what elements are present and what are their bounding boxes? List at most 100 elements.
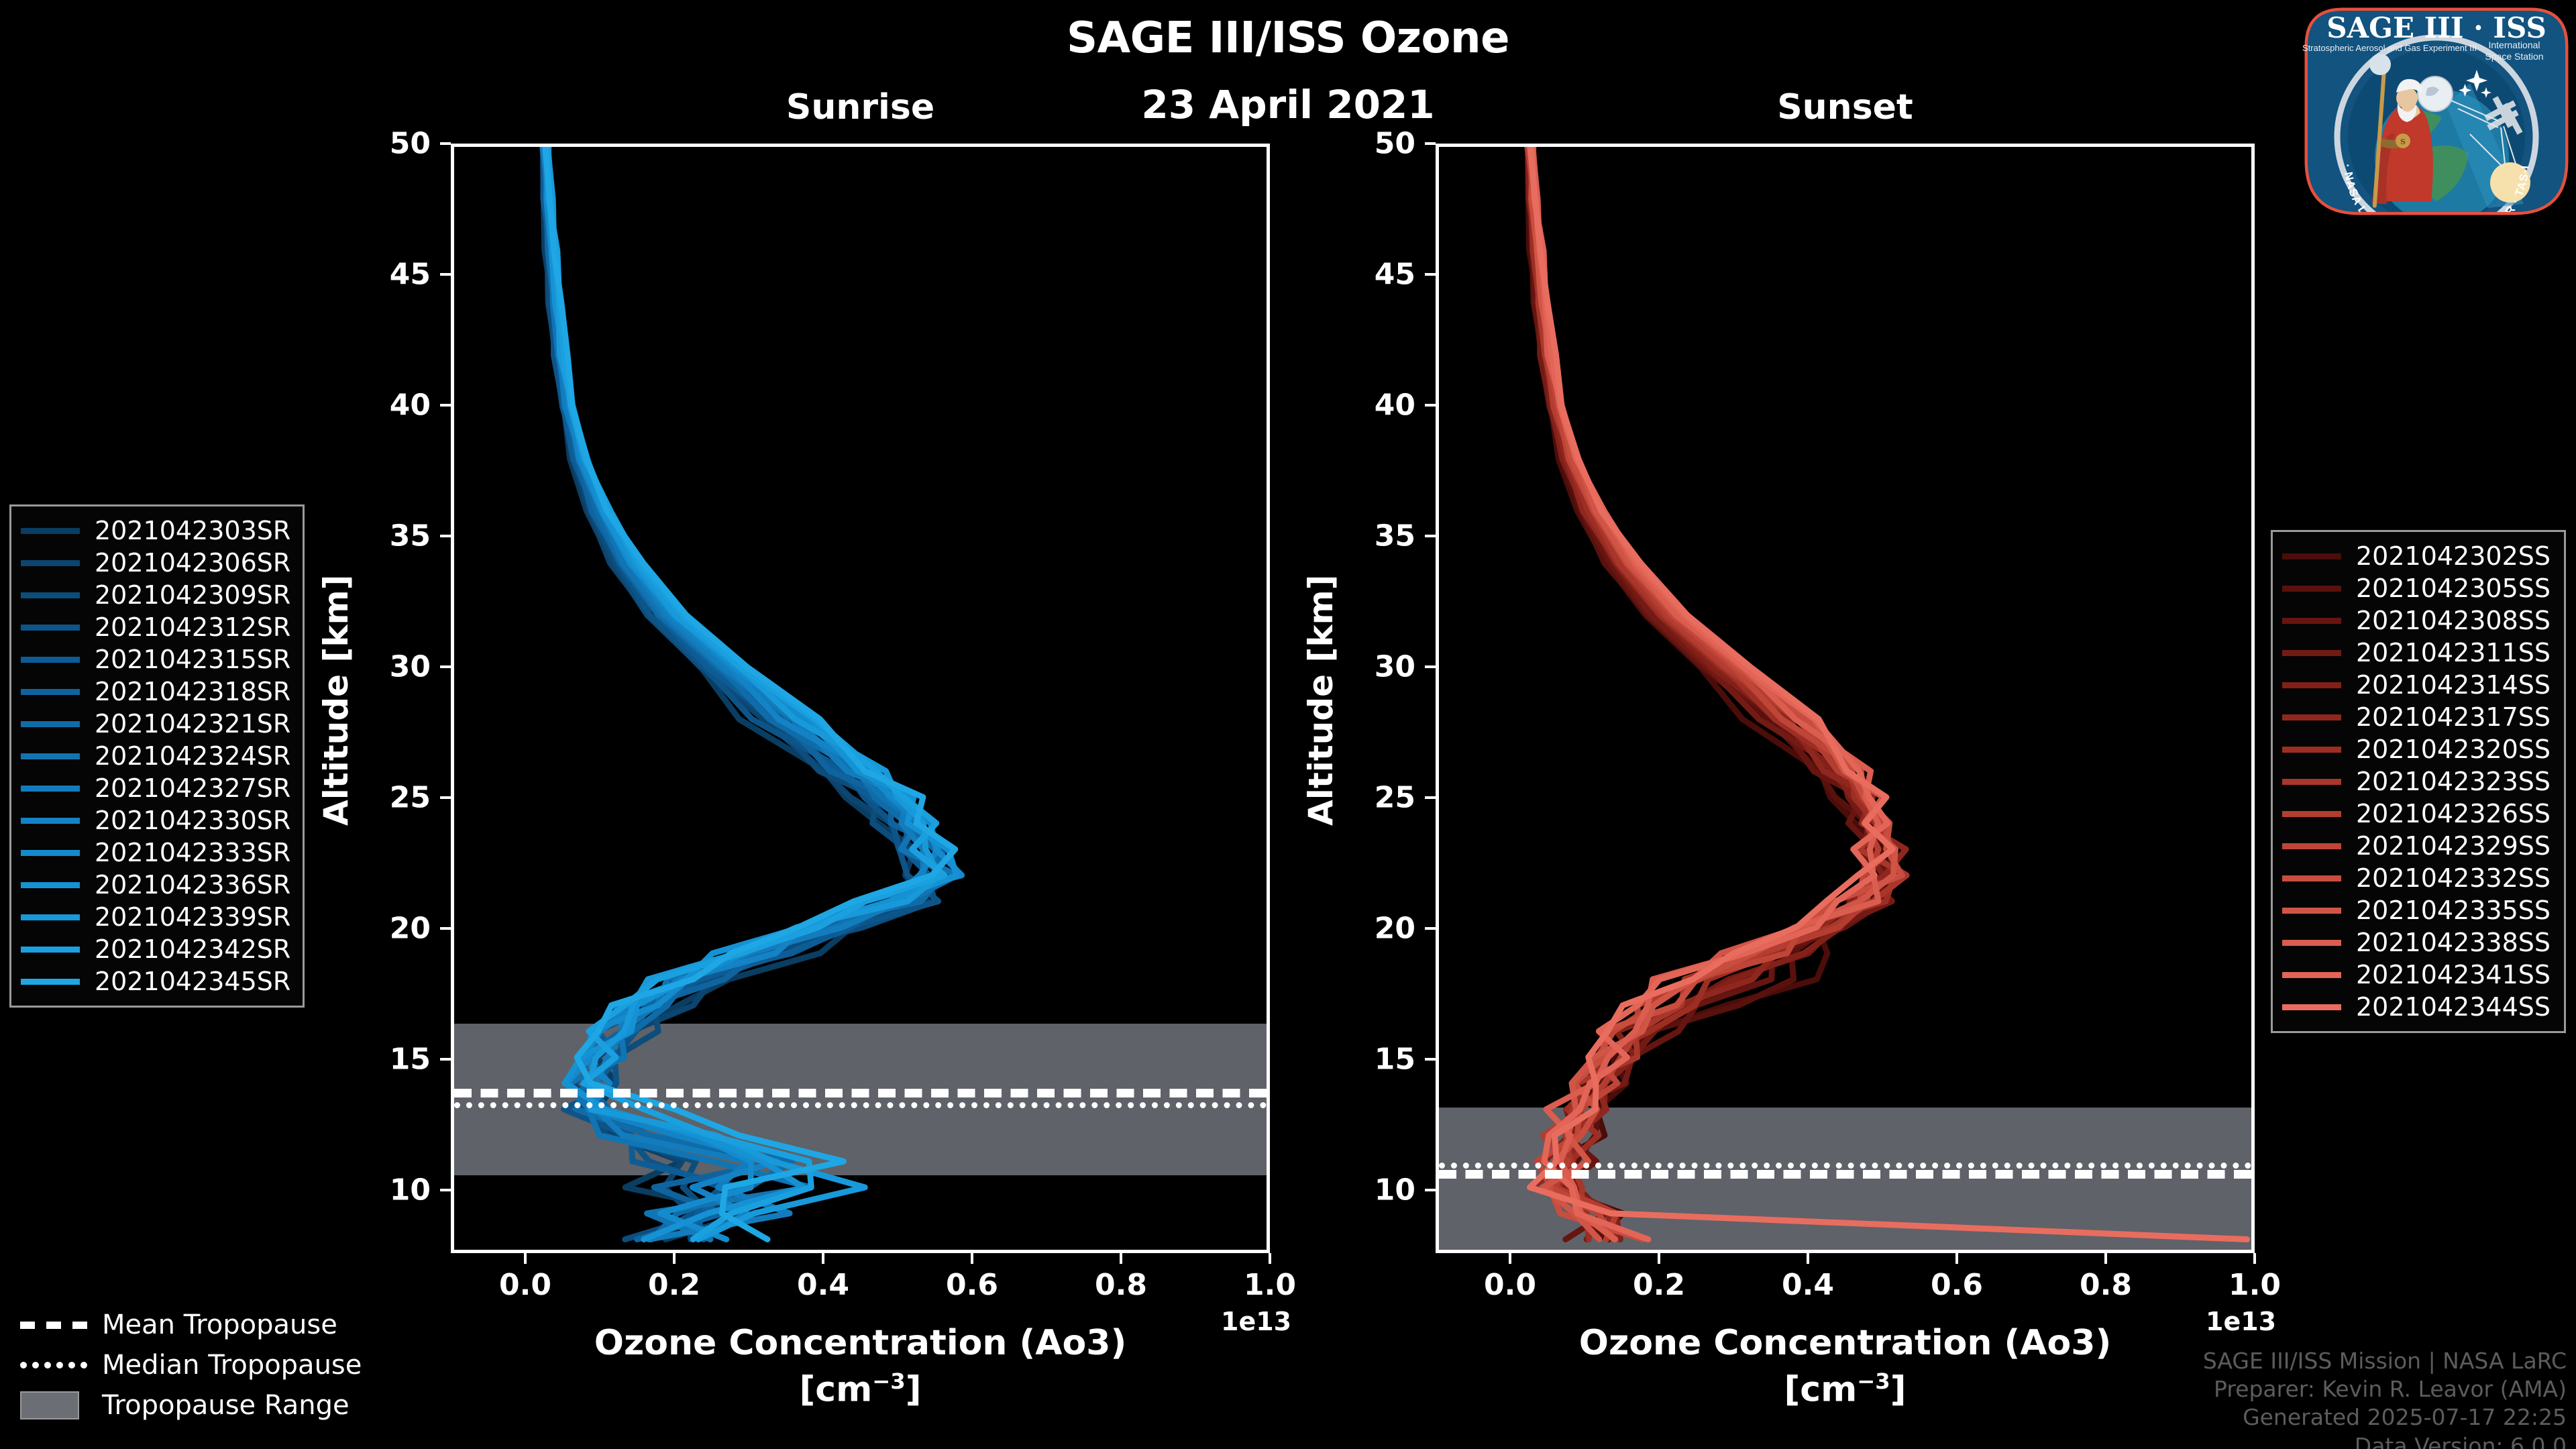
y-tick-mark xyxy=(1425,142,1436,145)
legend-item-label: 2021042330SR xyxy=(95,806,291,835)
x-tick-mark xyxy=(1120,1253,1122,1264)
x-units-close: ] xyxy=(1890,1369,1907,1410)
legend-item[interactable]: 2021042303SR xyxy=(21,515,290,547)
legend-item-label: 2021042345SR xyxy=(95,967,291,996)
logo-subtitle-right-1: International xyxy=(2488,40,2540,50)
y-tick-mark xyxy=(440,665,451,669)
legend-item[interactable]: 2021042317SS xyxy=(2282,701,2552,733)
legend-color-swatch xyxy=(21,914,80,920)
logo-title: SAGE III · ISS xyxy=(2326,11,2546,44)
legend-item[interactable]: 2021042320SS xyxy=(2282,733,2552,765)
y-tick-label: 20 xyxy=(389,911,431,946)
legend-item-label: 2021042342SR xyxy=(95,934,291,964)
y-tick-label: 15 xyxy=(1374,1042,1415,1077)
legend-color-swatch xyxy=(2282,810,2341,817)
x-tick-label: 0.4 xyxy=(797,1268,849,1302)
legend-item[interactable]: 2021042345SR xyxy=(21,965,290,998)
y-tick-label: 50 xyxy=(1374,126,1415,161)
legend-sunset[interactable]: 2021042302SS 2021042305SS 2021042308SS 2021… xyxy=(2271,530,2566,1033)
logo-subtitle-left: Stratospheric Aerosol and Gas Experiment… xyxy=(2302,43,2477,53)
legend-color-swatch xyxy=(21,624,80,631)
legend-item[interactable]: 2021042342SR xyxy=(21,933,290,965)
legend-item[interactable]: 2021042309SR xyxy=(21,579,290,611)
x-tick-mark xyxy=(524,1253,527,1264)
legend-item[interactable]: 2021042314SS xyxy=(2282,669,2552,701)
plot-area-sunrise xyxy=(454,147,1267,1250)
legend-item[interactable]: 2021042323SS xyxy=(2282,765,2552,798)
y-tick-label: 45 xyxy=(1374,257,1415,292)
legend-color-swatch xyxy=(2282,907,2341,914)
legend-item-label: 2021042311SS xyxy=(2356,638,2551,667)
page-subtitle-date: 23 April 2021 xyxy=(1141,82,1435,127)
y-tick-label: 35 xyxy=(389,519,431,553)
legend-item[interactable]: 2021042308SS xyxy=(2282,604,2552,637)
legend-color-swatch xyxy=(2282,585,2341,592)
median-tropopause-line xyxy=(454,1102,1267,1108)
legend-item-label: 2021042320SS xyxy=(2356,735,2551,764)
x-axis-title-sunset: Ozone Concentration (Ao3) xyxy=(1578,1323,2112,1363)
logo-subtitle-right-2: Space Station xyxy=(2485,51,2543,62)
legend-item-label: 2021042305SS xyxy=(2356,574,2551,603)
legend-item-label: 2021042314SS xyxy=(2356,670,2551,700)
y-tick-mark xyxy=(440,273,451,276)
legend-item-label: 2021042308SS xyxy=(2356,606,2551,635)
legend-item[interactable]: 2021042335SS xyxy=(2282,894,2552,926)
y-tick-label: 30 xyxy=(1374,649,1415,684)
legend-item[interactable]: 2021042338SS xyxy=(2282,926,2552,959)
legend-color-swatch xyxy=(21,849,80,856)
legend-color-swatch xyxy=(2282,939,2341,946)
legend-item[interactable]: 2021042329SS xyxy=(2282,830,2552,862)
legend-item-label: 2021042306SR xyxy=(95,548,291,578)
legend-item-label: 2021042317SS xyxy=(2356,702,2551,732)
legend-sunrise[interactable]: 2021042303SR 2021042306SR 2021042309SR 2021… xyxy=(9,504,305,1008)
legend-item[interactable]: 2021042330SR xyxy=(21,804,290,837)
legend-color-swatch xyxy=(2282,1004,2341,1010)
y-tick-mark xyxy=(440,535,451,538)
mean-tropopause-line xyxy=(1439,1170,2251,1179)
sage-iii-iss-mission-patch-logo: S BALL · NASA LANGLEY RESEARCH CENTER · … xyxy=(2302,3,2571,217)
median-tropopause-line xyxy=(1439,1162,2251,1169)
legend-item[interactable]: 2021042302SS xyxy=(2282,540,2552,572)
legend-item[interactable]: 2021042333SR xyxy=(21,837,290,869)
legend-item-label: 2021042312SR xyxy=(95,612,291,642)
x-units-open: [cm xyxy=(1784,1369,1858,1410)
legend-item[interactable]: 2021042327SR xyxy=(21,772,290,804)
legend-item[interactable]: 2021042311SS xyxy=(2282,637,2552,669)
y-tick-mark xyxy=(1425,404,1436,407)
legend-item[interactable]: 2021042344SS xyxy=(2282,991,2552,1023)
legend-item[interactable]: 2021042305SS xyxy=(2282,572,2552,604)
panel-title-sunrise: Sunrise xyxy=(786,87,935,127)
legend-item[interactable]: 2021042324SR xyxy=(21,740,290,772)
legend-item[interactable]: 2021042321SR xyxy=(21,708,290,740)
legend-item-label: 2021042303SR xyxy=(95,516,291,545)
footer-preparer: Preparer: Kevin R. Leavor (AMA) xyxy=(2214,1376,2567,1403)
legend-item[interactable]: 2021042339SR xyxy=(21,901,290,933)
x-tick-label: 0.0 xyxy=(1484,1268,1536,1302)
legend-item-mean-tropopause: Mean Tropopause xyxy=(20,1305,362,1345)
legend-item[interactable]: 2021042306SR xyxy=(21,547,290,579)
x-tick-mark xyxy=(1807,1253,1809,1264)
legend-item[interactable]: 2021042332SS xyxy=(2282,862,2552,894)
legend-item-label: 2021042335SS xyxy=(2356,896,2551,925)
y-tick-mark xyxy=(1425,1058,1436,1061)
y-axis-title-sunset: Altitude [km] xyxy=(1301,574,1340,826)
legend-item[interactable]: 2021042315SR xyxy=(21,643,290,676)
legend-color-swatch xyxy=(2282,746,2341,753)
legend-color-swatch xyxy=(21,817,80,824)
legend-item[interactable]: 2021042326SS xyxy=(2282,798,2552,830)
legend-item-label: 2021042344SS xyxy=(2356,992,2551,1022)
x-tick-mark xyxy=(1658,1253,1660,1264)
legend-item[interactable]: 2021042341SS xyxy=(2282,959,2552,991)
legend-color-swatch xyxy=(21,559,80,566)
dashed-line-icon xyxy=(20,1321,87,1329)
legend-item-label: 2021042315SR xyxy=(95,645,291,674)
x-axis-title-sunrise: Ozone Concentration (Ao3) xyxy=(594,1323,1127,1363)
mean-tropopause-line xyxy=(454,1089,1267,1098)
legend-color-swatch xyxy=(2282,843,2341,849)
legend-item[interactable]: 2021042336SR xyxy=(21,869,290,901)
page-title: SAGE III/ISS Ozone xyxy=(1067,13,1509,63)
y-tick-mark xyxy=(1425,535,1436,538)
legend-item[interactable]: 2021042318SR xyxy=(21,676,290,708)
y-tick-label: 10 xyxy=(1374,1173,1415,1208)
legend-item[interactable]: 2021042312SR xyxy=(21,611,290,643)
